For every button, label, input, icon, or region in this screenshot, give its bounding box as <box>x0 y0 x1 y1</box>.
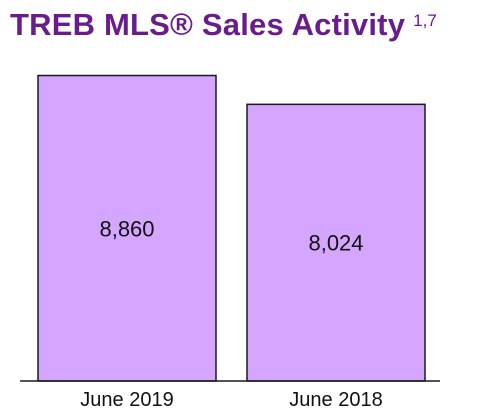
bar-value-label: 8,024 <box>308 231 363 256</box>
bar-value-label: 8,860 <box>99 216 154 241</box>
x-tick-label: June 2019 <box>80 389 173 411</box>
bar-june-2019 <box>37 74 217 382</box>
chart-title-footnote: 1,7 <box>413 11 437 30</box>
chart-title: TREB MLS® Sales Activity <box>10 7 406 42</box>
x-tick-label: June 2018 <box>289 389 382 411</box>
chart-title-block: TREB MLS® Sales Activity 1,7 <box>10 4 437 46</box>
bar-june-2018 <box>246 103 426 382</box>
